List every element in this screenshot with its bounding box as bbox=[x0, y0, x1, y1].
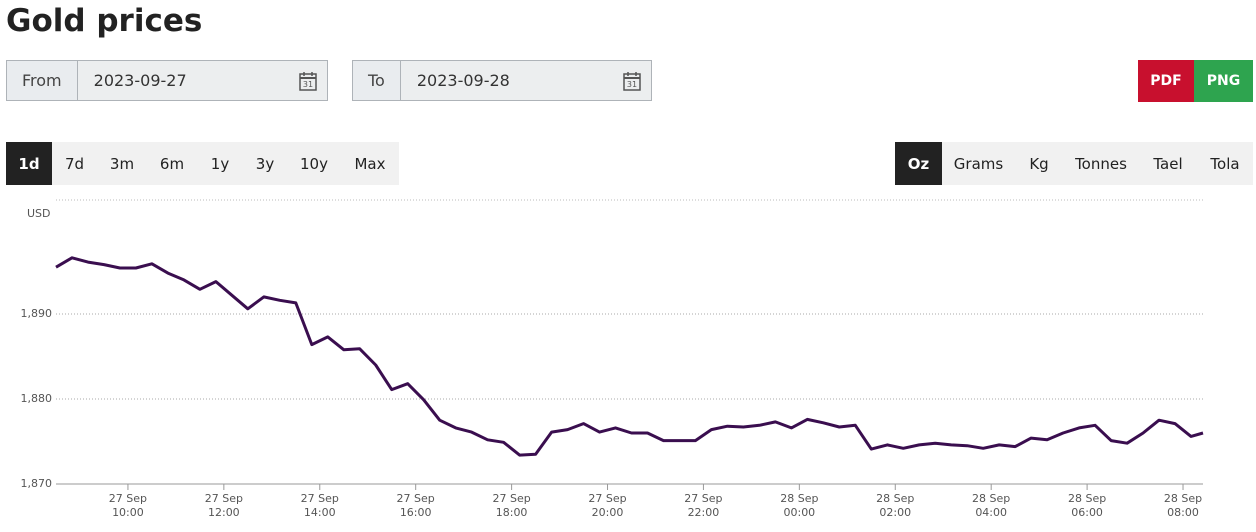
x-tick-label: 28 Sep 08:00 bbox=[1163, 492, 1203, 519]
x-tick-label: 27 Sep 14:00 bbox=[300, 492, 339, 519]
x-tick-label: 27 Sep 10:00 bbox=[108, 492, 148, 519]
to-field[interactable]: To 2023-09-28 31 bbox=[352, 60, 652, 101]
from-field[interactable]: From 2023-09-27 31 bbox=[6, 60, 328, 101]
pdf-button[interactable]: PDF bbox=[1138, 60, 1194, 102]
from-value[interactable]: 2023-09-27 31 bbox=[78, 61, 327, 100]
to-value[interactable]: 2023-09-28 31 bbox=[401, 61, 651, 100]
unit-tabs: Oz Grams Kg Tonnes Tael Tola bbox=[895, 142, 1253, 185]
x-tick-label: 27 Sep 16:00 bbox=[396, 492, 435, 519]
x-tick-label: 27 Sep 12:00 bbox=[204, 492, 243, 519]
tab-button[interactable]: Tola bbox=[1210, 154, 1240, 173]
y-tick-label: 1,870 bbox=[21, 477, 53, 490]
tab-button[interactable]: 1y bbox=[210, 154, 230, 173]
x-tick-label: 28 Sep 02:00 bbox=[876, 492, 915, 519]
tab-button[interactable]: 1d bbox=[6, 142, 52, 185]
x-tick-label: 28 Sep 04:00 bbox=[972, 492, 1011, 519]
from-date: 2023-09-27 bbox=[93, 71, 187, 90]
x-tick-label: 27 Sep 20:00 bbox=[588, 492, 627, 519]
y-tick-label: 1,880 bbox=[21, 392, 53, 405]
range-tabs: 1d 7d 3m 6m 1y 3y 10y Max bbox=[6, 142, 399, 185]
png-button[interactable]: PNG bbox=[1194, 60, 1253, 102]
tab-button[interactable]: 3y bbox=[255, 154, 275, 173]
to-date: 2023-09-28 bbox=[416, 71, 510, 90]
tab-button[interactable]: 10y bbox=[300, 154, 328, 173]
price-line bbox=[55, 256, 1204, 457]
x-tick-label: 27 Sep 18:00 bbox=[492, 492, 531, 519]
calendar-icon[interactable]: 31 bbox=[623, 71, 641, 91]
x-tick-label: 28 Sep 00:00 bbox=[780, 492, 819, 519]
from-label: From bbox=[7, 61, 78, 100]
tab-button[interactable]: Tonnes bbox=[1075, 154, 1127, 173]
y-tick-label: 1,890 bbox=[21, 307, 53, 320]
x-tick-label: 27 Sep 22:00 bbox=[684, 492, 723, 519]
calendar-icon[interactable]: 31 bbox=[299, 71, 317, 91]
tab-button[interactable]: 3m bbox=[109, 154, 135, 173]
tab-button[interactable]: Oz bbox=[895, 142, 942, 185]
to-label: To bbox=[353, 61, 401, 100]
svg-text:31: 31 bbox=[303, 80, 313, 89]
tab-button[interactable]: Max bbox=[354, 154, 386, 173]
tab-button[interactable]: 7d bbox=[64, 154, 85, 173]
tab-button[interactable]: Kg bbox=[1029, 154, 1049, 173]
tab-button[interactable]: 6m bbox=[159, 154, 185, 173]
tab-button[interactable]: Grams bbox=[953, 154, 1004, 173]
svg-text:31: 31 bbox=[627, 80, 637, 89]
tab-button[interactable]: Tael bbox=[1153, 154, 1183, 173]
page-title: Gold prices bbox=[6, 3, 203, 39]
y-axis-label: USD bbox=[27, 207, 51, 220]
x-tick-label: 28 Sep 06:00 bbox=[1067, 492, 1107, 519]
